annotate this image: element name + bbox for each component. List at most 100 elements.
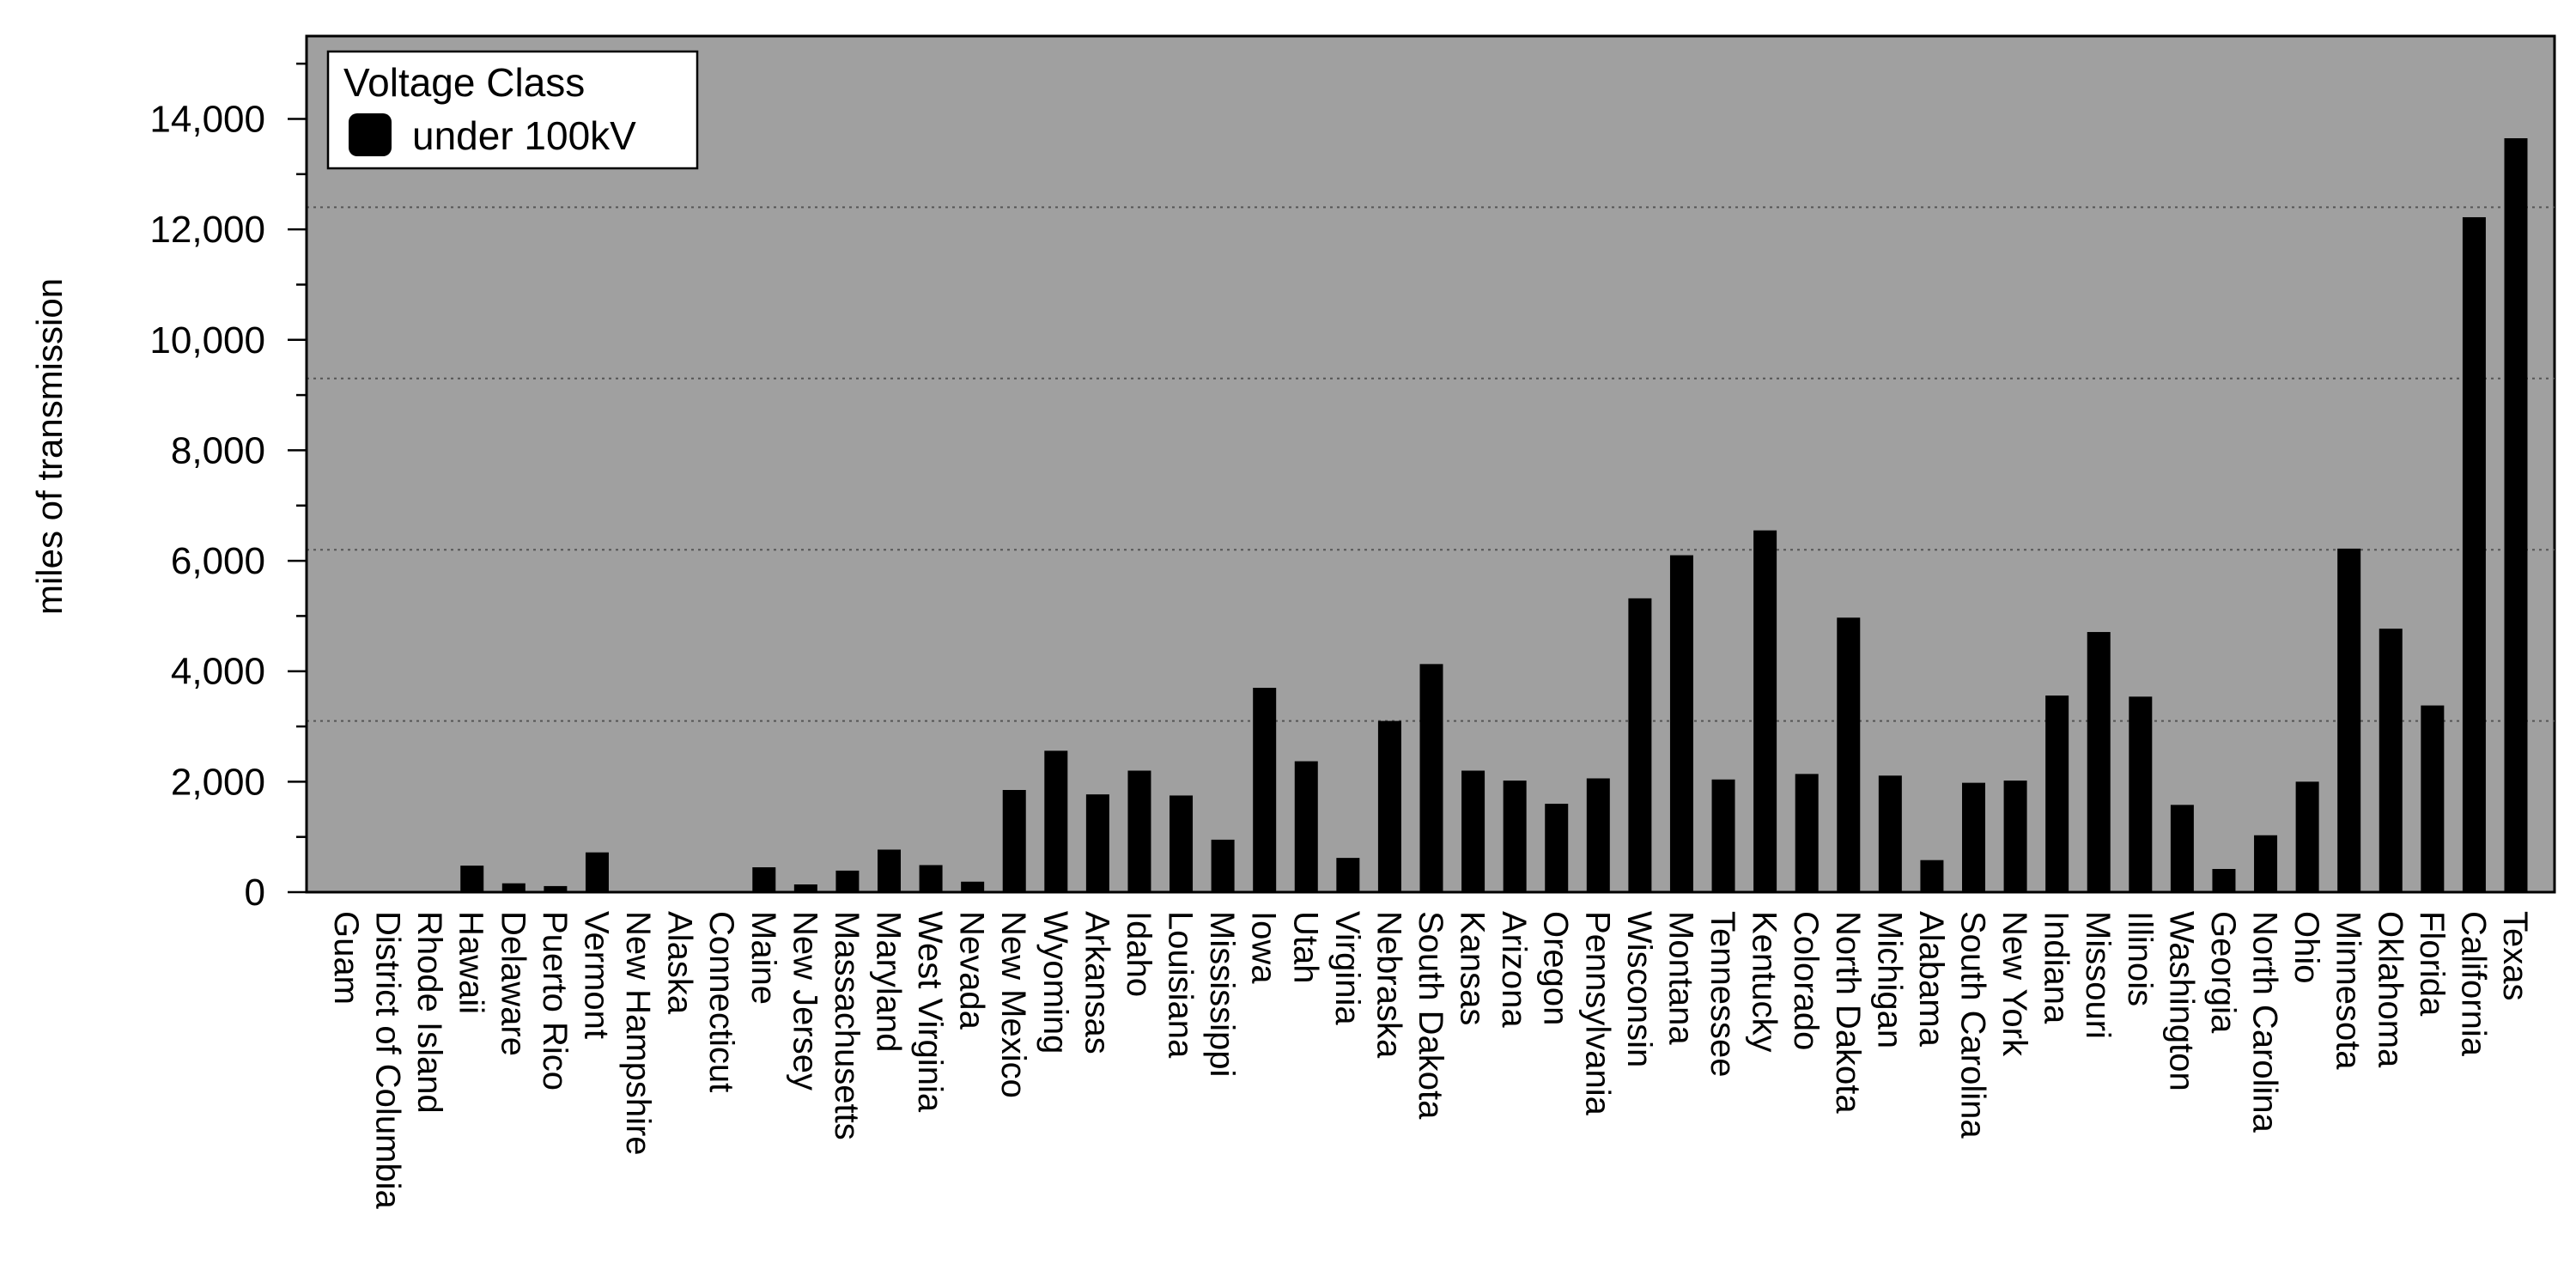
bar: [878, 849, 901, 892]
x-tick-label: Washington: [2162, 911, 2200, 1091]
x-tick-label: Delaware: [494, 911, 532, 1056]
bar: [2170, 805, 2194, 892]
bar: [1419, 664, 1443, 892]
x-tick-label: Nebraska: [1370, 911, 1407, 1059]
y-tick-label: 14,000: [149, 98, 265, 140]
bar: [1628, 598, 1652, 892]
x-tick-label: New Mexico: [994, 911, 1032, 1098]
x-tick-label: Rhode Island: [410, 911, 448, 1114]
x-tick-label: North Carolina: [2246, 911, 2284, 1133]
bar: [1503, 781, 1527, 892]
bar: [2462, 216, 2486, 893]
bar: [1294, 761, 1318, 892]
bar: [1336, 858, 1360, 892]
bar: [1711, 779, 1735, 892]
x-tick-label: Vermont: [577, 911, 615, 1039]
bar: [2003, 781, 2027, 892]
y-tick-label: 12,000: [149, 209, 265, 251]
bar: [501, 883, 526, 892]
bar: [1920, 860, 1944, 892]
bar: [2254, 835, 2278, 892]
x-tick-label: Virginia: [1328, 911, 1366, 1025]
bar: [1127, 770, 1151, 892]
bar: [1253, 688, 1277, 892]
bar: [2087, 632, 2111, 892]
x-tick-label: Maine: [744, 911, 782, 1005]
bar: [2379, 629, 2403, 892]
bar: [2045, 696, 2069, 892]
x-tick-label: North Dakota: [1829, 911, 1867, 1114]
bar: [2212, 868, 2236, 892]
bar: [1545, 804, 1569, 892]
x-tick-label: Hawaii: [453, 911, 490, 1014]
x-tick-label: Texas: [2496, 911, 2534, 1001]
bar: [919, 865, 943, 892]
bar: [627, 890, 651, 892]
x-tick-label: Wisconsin: [1620, 911, 1658, 1067]
bar: [2295, 781, 2319, 892]
bar: [544, 885, 568, 892]
x-tick-label: Connecticut: [702, 911, 740, 1092]
bar: [460, 866, 484, 892]
y-axis: 0 2,000 4,000 6,000 8,000 10,000 12,000 14,000: [149, 36, 308, 914]
x-tick-label: Colorado: [1787, 911, 1825, 1050]
x-tick-label: Alaska: [661, 911, 699, 1015]
x-tick-label: Missouri: [2079, 911, 2117, 1039]
x-tick-label: Tennessee: [1704, 911, 1741, 1077]
legend: Voltage Class under 100kV: [326, 50, 699, 170]
x-axis-labels: Guam District of Columbia Rhode Island Hawa…: [327, 911, 2534, 1210]
bar: [1795, 774, 1819, 892]
y-tick-label: 4,000: [171, 651, 265, 693]
bar: [1669, 555, 1693, 892]
x-tick-label: South Dakota: [1412, 911, 1449, 1120]
x-tick-label: District of Columbia: [369, 911, 407, 1210]
x-tick-label: Arkansas: [1078, 911, 1115, 1054]
bar: [1461, 770, 1485, 892]
bar: [1211, 839, 1235, 892]
x-tick-label: Georgia: [2204, 911, 2242, 1034]
bar: [1878, 775, 1902, 892]
bar: [793, 884, 817, 892]
x-tick-label: Mississippi: [1203, 911, 1241, 1077]
x-tick-label: Indiana: [2038, 911, 2075, 1024]
legend-title: Voltage Class: [343, 60, 585, 105]
legend-entry-label: under 100kV: [412, 113, 636, 158]
bar: [1170, 795, 1194, 892]
bar: [377, 891, 401, 892]
x-tick-label: Maryland: [870, 911, 908, 1053]
bars: [377, 137, 2528, 893]
bar: [1002, 790, 1026, 892]
bar: [1586, 778, 1610, 892]
bar: [585, 852, 609, 892]
bar: [1377, 720, 1401, 892]
x-tick-label: Oregon: [1537, 911, 1575, 1025]
x-tick-label: Massachusetts: [828, 911, 866, 1140]
x-tick-label: Minnesota: [2330, 911, 2367, 1070]
x-tick-label: New York: [1996, 911, 2033, 1057]
x-tick-label: Nevada: [953, 911, 991, 1030]
x-tick-label: New Jersey: [786, 911, 823, 1091]
x-tick-label: Wyoming: [1036, 911, 1074, 1054]
bar: [669, 890, 693, 892]
x-tick-label: Oklahoma: [2371, 911, 2409, 1068]
bar: [835, 870, 860, 892]
x-tick-label: Puerto Rico: [536, 911, 574, 1091]
x-tick-label: Guam: [327, 911, 365, 1005]
x-tick-label: California: [2454, 911, 2492, 1057]
y-tick-label: 2,000: [171, 761, 265, 803]
y-tick-label: 10,000: [149, 319, 265, 361]
y-axis-title: miles of transmission: [29, 278, 70, 615]
x-tick-label: Utah: [1286, 911, 1324, 984]
x-tick-label: Illinois: [2121, 911, 2159, 1006]
bar: [2504, 137, 2528, 893]
bar: [752, 867, 776, 892]
bar: [1044, 750, 1068, 892]
bar: [2337, 548, 2361, 892]
x-tick-label: Pennsylvania: [1578, 911, 1616, 1116]
x-tick-label: Montana: [1662, 911, 1699, 1045]
bar: [1085, 794, 1109, 892]
legend-swatch: [349, 113, 392, 156]
bar: [2421, 705, 2445, 892]
x-tick-label: Ohio: [2287, 911, 2325, 984]
